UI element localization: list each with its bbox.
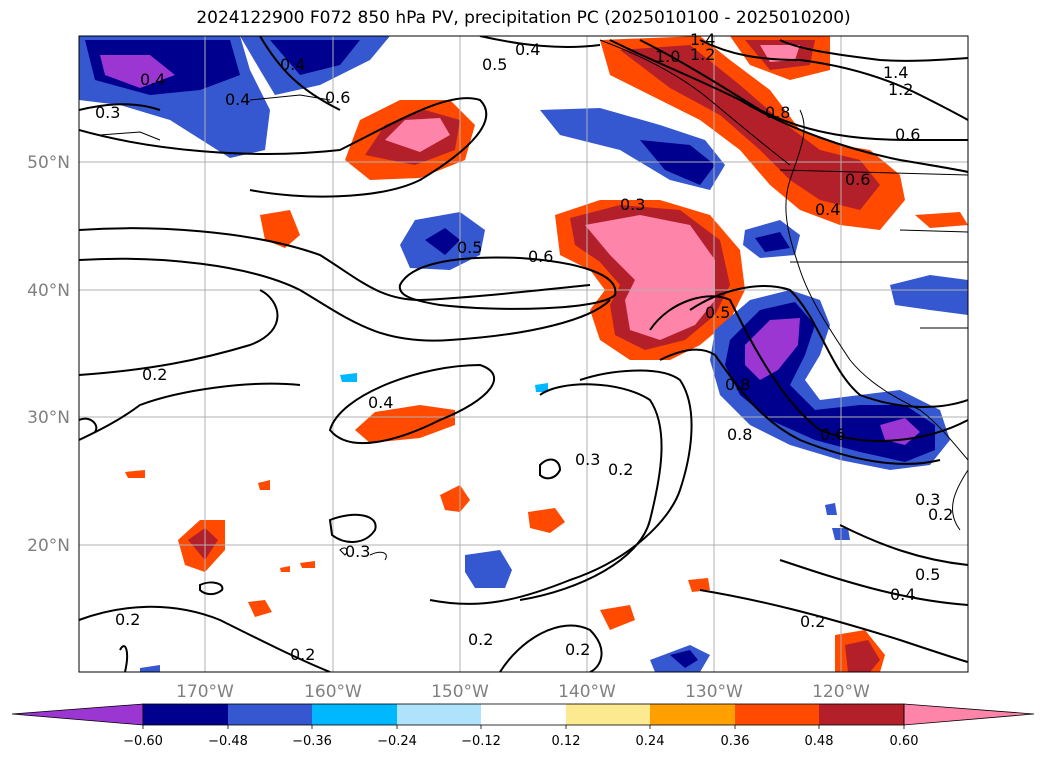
- contour-label: 0.3: [915, 490, 940, 509]
- colorbar-tick-label: 0.60: [890, 734, 919, 749]
- lat-label: 20°N: [27, 536, 70, 556]
- colorbar-tick-label: −0.24: [377, 734, 417, 749]
- colorbar-segment: [481, 704, 566, 725]
- colorbar-frame: [142, 703, 905, 726]
- colorbar-tick-label: −0.60: [123, 734, 163, 749]
- contour-label: 1.4: [883, 63, 908, 82]
- pv-contour-layer: [79, 36, 968, 672]
- contour-label: 0.4: [890, 585, 915, 604]
- contour-label: 0.8: [765, 103, 790, 122]
- contour-label: 0.5: [705, 303, 730, 322]
- contour-label: 0.4: [140, 70, 165, 89]
- contour-label: 0.4: [225, 90, 250, 109]
- contour-label: 0.2: [468, 630, 493, 649]
- precipitation-fill-layer: [79, 36, 968, 672]
- contour-label: 1.4: [690, 30, 715, 49]
- map-title: 2024122900 F072 850 hPa PV, precipitatio…: [196, 8, 851, 28]
- longitude-labels: 170°W 160°W 150°W 140°W 130°W 120°W: [176, 682, 870, 702]
- graticule: [79, 36, 968, 672]
- lon-label: 140°W: [558, 682, 616, 702]
- contour-label: 0.6: [325, 88, 350, 107]
- colorbar-extend-low: [11, 703, 144, 726]
- colorbar-segment: [312, 704, 397, 725]
- contour-label: 0.4: [368, 393, 393, 412]
- contour-label: 0.3: [345, 542, 370, 561]
- contour-label: 0.6: [845, 170, 870, 189]
- lon-label: 170°W: [176, 682, 234, 702]
- contour-label: 0.3: [575, 450, 600, 469]
- colorbar-tick-label: 0.12: [552, 734, 581, 749]
- colorbar-tick-label: 0.48: [805, 734, 834, 749]
- contour-label: 1.0: [655, 47, 680, 66]
- lat-label: 40°N: [27, 281, 70, 301]
- contour-label: 0.6: [528, 247, 553, 266]
- contour-label: 1.2: [690, 45, 715, 64]
- colorbar-segment: [397, 704, 481, 725]
- lon-label: 120°W: [812, 682, 870, 702]
- contour-label: 0.4: [515, 40, 540, 59]
- contour-label: 0.6: [895, 125, 920, 144]
- latitude-labels: 50°N 40°N 30°N 20°N: [27, 153, 70, 556]
- contour-label-layer: 0.4 0.5 0.4 1.0 1.2 1.4 1.4 1.2 0.6 0.4 …: [95, 30, 953, 664]
- contour-label: 1.2: [888, 80, 913, 99]
- contour-label: 0.2: [608, 460, 633, 479]
- colorbar: −0.60 −0.48 −0.36 −0.24 −0.12 0.12 0.24 …: [11, 703, 1035, 749]
- contour-label: 0.2: [142, 365, 167, 384]
- contour-label: 0.2: [290, 645, 315, 664]
- contour-label: 0.5: [457, 238, 482, 257]
- colorbar-segment: [228, 704, 312, 725]
- lon-label: 150°W: [431, 682, 489, 702]
- contour-label: 0.2: [565, 640, 590, 659]
- contour-label: 0.4: [280, 55, 305, 74]
- contour-label: 0.6: [820, 425, 845, 444]
- colorbar-segment: [735, 704, 819, 725]
- colorbar-tick-label: 0.24: [636, 734, 665, 749]
- contour-label: 0.8: [727, 425, 752, 444]
- colorbar-ticks: [142, 725, 905, 729]
- lat-label: 50°N: [27, 153, 70, 173]
- colorbar-tick-label: 0.36: [721, 734, 750, 749]
- contour-label: 0.3: [620, 195, 645, 214]
- contour-label: 0.8: [725, 375, 750, 394]
- lon-label: 130°W: [685, 682, 743, 702]
- contour-label: 0.5: [482, 55, 507, 74]
- contour-label: 0.2: [115, 610, 140, 629]
- contour-label: 0.5: [915, 565, 940, 584]
- colorbar-tick-label: −0.36: [292, 734, 332, 749]
- colorbar-segment: [566, 704, 650, 725]
- colorbar-extend-high: [903, 703, 1035, 726]
- plot-frame: [78, 35, 969, 673]
- lon-label: 160°W: [304, 682, 362, 702]
- colorbar-segment: [819, 704, 904, 725]
- lat-label: 30°N: [27, 408, 70, 428]
- coastline-layer: [99, 39, 968, 561]
- colorbar-tick-label: −0.12: [461, 734, 501, 749]
- contour-label: 0.2: [800, 612, 825, 631]
- contour-label: 0.4: [815, 200, 840, 219]
- contour-label: 0.2: [928, 505, 953, 524]
- colorbar-segment: [143, 704, 228, 725]
- contour-label: 0.3: [95, 103, 120, 122]
- colorbar-tick-label: −0.48: [208, 734, 248, 749]
- colorbar-segment: [650, 704, 735, 725]
